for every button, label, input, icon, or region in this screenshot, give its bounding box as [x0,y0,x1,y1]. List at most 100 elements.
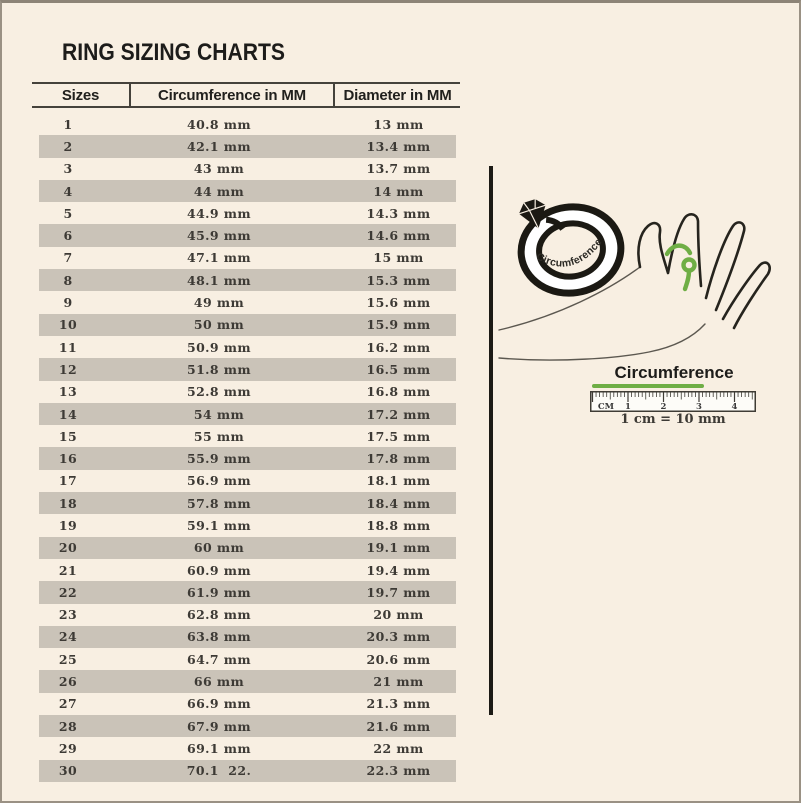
cell-circumference: 60.9 mm [186,562,252,578]
cell-size: 29 [58,740,78,756]
table-row: 20 60 mm 19.1 mm [39,536,456,559]
cell-circumference: 50.9 mm [186,339,252,355]
cell-circumference: 52.8 mm [186,384,252,400]
cell-size: 15 [58,428,78,444]
cell-size: 19 [58,517,78,533]
ruler-tick-label: 4 [732,402,738,412]
cell-size: 23 [58,607,78,623]
cell-size: 4 [63,183,73,199]
cell-diameter: 15.3 mm [366,272,431,288]
cell-size: 13 [58,384,78,400]
table-row: 4 44 mm 14 mm [39,179,456,203]
measure-line [592,384,704,388]
vertical-divider [489,166,493,715]
ring-icon: Circumference [517,203,625,297]
header-diameter: Diameter in MM [333,84,460,106]
table-row: 11 50.9 mm 16.2 mm [39,336,456,358]
cell-size: 8 [63,272,73,288]
cell-circumference: 50 mm [193,317,245,333]
table-row: 21 60.9 mm 19.4 mm [39,559,456,581]
cell-size: 16 [58,451,78,467]
cell-diameter: 22 mm [373,740,424,756]
cell-diameter: 20.3 mm [366,629,431,645]
cell-size: 12 [58,361,78,377]
cell-diameter: 16.5 mm [366,361,431,377]
cell-size: 3 [63,161,73,177]
cell-size: 28 [58,718,78,734]
cell-size: 18 [58,495,78,511]
cell-diameter: 21.3 mm [366,696,431,712]
cell-diameter: 14.3 mm [366,205,431,221]
cell-diameter: 18.1 mm [366,473,431,489]
page-title: RING SIZING CHARTS [62,39,285,66]
table-row: 26 66 mm 21 mm [39,670,456,693]
cell-size: 9 [63,295,73,311]
cell-circumference: 45.9 mm [186,228,252,244]
table-row: 3 43 mm 13.7 mm [39,158,456,180]
cell-diameter: 19.4 mm [366,562,431,578]
hand-icon [498,213,771,361]
table-row: 13 52.8 mm 16.8 mm [39,381,456,403]
cell-diameter: 17.2 mm [366,406,431,422]
cell-size: 27 [58,696,78,712]
header-sizes: Sizes [61,86,100,104]
cell-diameter: 17.5 mm [366,428,431,444]
ruler-icon: CM 1 2 3 4 [590,391,756,412]
cell-diameter: 18.4 mm [366,495,431,511]
ruler-ticks: CM 1 2 3 4 [591,392,756,412]
cell-circumference: 43 mm [193,161,245,177]
table-row: 19 59.1 mm 18.8 mm [39,514,456,536]
table-row: 27 66.9 mm 21.3 mm [39,693,456,715]
table-row: 2 42.1 mm 13.4 mm [39,135,456,158]
cell-circumference: 44.9 mm [186,205,252,221]
cell-circumference: 69.1 mm [186,740,252,756]
cell-size: 17 [58,473,78,489]
ruler-tick-label: 1 [625,402,631,412]
cell-diameter: 21.6 mm [366,718,431,734]
ring-sizing-chart-page: RING SIZING CHARTS Sizes Circumference i… [2,3,799,801]
cell-diameter: 20.6 mm [366,651,431,667]
cell-circumference: 66 mm [193,674,245,690]
table-row: 15 55 mm 17.5 mm [39,425,456,447]
cell-diameter: 15.9 mm [366,317,431,333]
table-row: 22 61.9 mm 19.7 mm [39,581,456,604]
cell-circumference: 56.9 mm [186,473,252,489]
ruler-note: 1 cm = 10 mm [620,412,726,427]
cell-size: 11 [58,339,78,355]
cell-circumference: 40.8 mm [186,116,252,132]
cell-diameter: 13.4 mm [366,138,431,154]
cell-size: 25 [58,651,78,667]
cell-diameter: 16.8 mm [366,384,431,400]
ruler-tick-label: 2 [661,402,667,412]
table-row: 9 49 mm 15.6 mm [39,291,456,313]
cell-size: 10 [58,317,78,333]
diamond-icon [518,199,566,231]
table-body: 1 40.8 mm 13 mm 2 42.1 mm 13.4 mm 3 43 m… [39,113,456,782]
cell-diameter: 13.7 mm [366,161,431,177]
table-row: 28 67.9 mm 21.6 mm [39,715,456,738]
cell-circumference: 42.1 mm [186,138,252,154]
cell-circumference: 48.1 mm [186,272,252,288]
cell-diameter: 16.2 mm [366,339,431,355]
table-row: 17 56.9 mm 18.1 mm [39,470,456,492]
table-row: 29 69.1 mm 22 mm [39,737,456,759]
cell-circumference: 57.8 mm [186,495,252,511]
cell-diameter: 19.1 mm [366,540,431,556]
cell-diameter: 15.6 mm [366,295,431,311]
ring-marker-icon [664,243,697,292]
ruler-circumference-label: Circumference [614,363,734,382]
ruler-tick-label: 3 [696,402,702,412]
cell-diameter: 17.8 mm [366,451,431,467]
cell-circumference: 63.8 mm [186,629,252,645]
cell-circumference: 64.7 mm [186,651,252,667]
cell-diameter: 14 mm [373,183,424,199]
cell-diameter: 15 mm [373,250,424,266]
cell-size: 30 [58,763,78,779]
cell-circumference: 59.1 mm [186,517,252,533]
header-circumference: Circumference in MM [129,84,333,106]
table-row: 6 45.9 mm 14.6 mm [39,224,456,247]
cell-size: 26 [58,674,78,690]
cell-size: 21 [58,562,78,578]
table-row: 1 40.8 mm 13 mm [39,113,456,135]
